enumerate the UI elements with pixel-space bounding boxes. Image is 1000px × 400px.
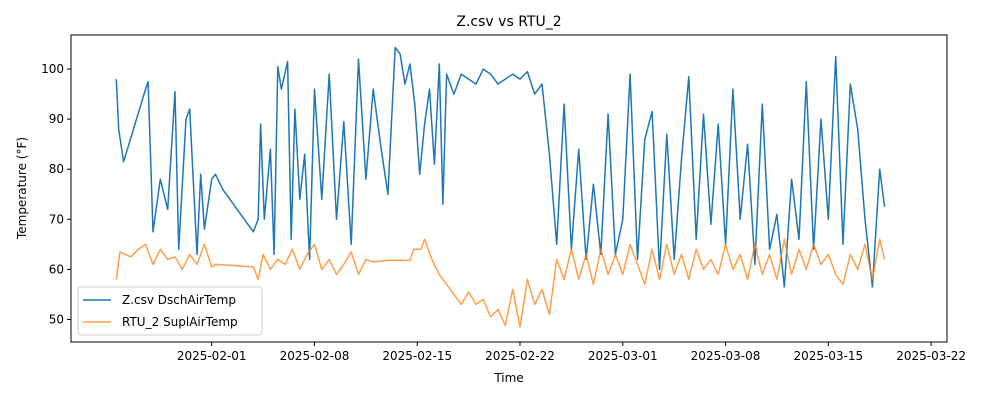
legend: Z.csv DschAirTemp RTU_2 SuplAirTemp (77, 286, 263, 336)
y-tick-label: 70 (49, 212, 64, 226)
x-tick-label: 2025-02-15 (382, 349, 452, 363)
y-axis-title: Temperature (°F) (15, 137, 29, 240)
legend-label: Z.csv DschAirTemp (122, 293, 236, 307)
x-tick-label: 2025-03-08 (691, 349, 761, 363)
y-tick-label: 100 (41, 62, 64, 76)
x-tick-label: 2025-02-08 (280, 349, 350, 363)
x-axis-title: Time (493, 371, 523, 385)
y-tick-label: 80 (49, 162, 64, 176)
x-tick-label: 2025-02-22 (485, 349, 555, 363)
x-tick-label: 2025-03-22 (896, 349, 966, 363)
chart-title: Z.csv vs RTU_2 (456, 14, 561, 30)
y-tick-label: 90 (49, 112, 64, 126)
x-tick-label: 2025-03-15 (793, 349, 863, 363)
legend-label: RTU_2 SuplAirTemp (122, 315, 238, 329)
x-axis: 2025-02-01 2025-02-08 2025-02-15 2025-02-22… (177, 342, 966, 363)
y-tick-label: 50 (49, 312, 64, 326)
series-line-2 (115, 238, 886, 328)
y-tick-label: 60 (49, 262, 64, 276)
x-tick-label: 2025-02-01 (177, 349, 247, 363)
series-line-1 (115, 46, 886, 288)
plot-area (115, 46, 886, 328)
legend-box (77, 286, 263, 336)
x-tick-label: 2025-03-01 (588, 349, 658, 363)
plot-frame (70, 34, 948, 343)
y-axis: 50 60 70 80 90 100 (41, 62, 71, 326)
